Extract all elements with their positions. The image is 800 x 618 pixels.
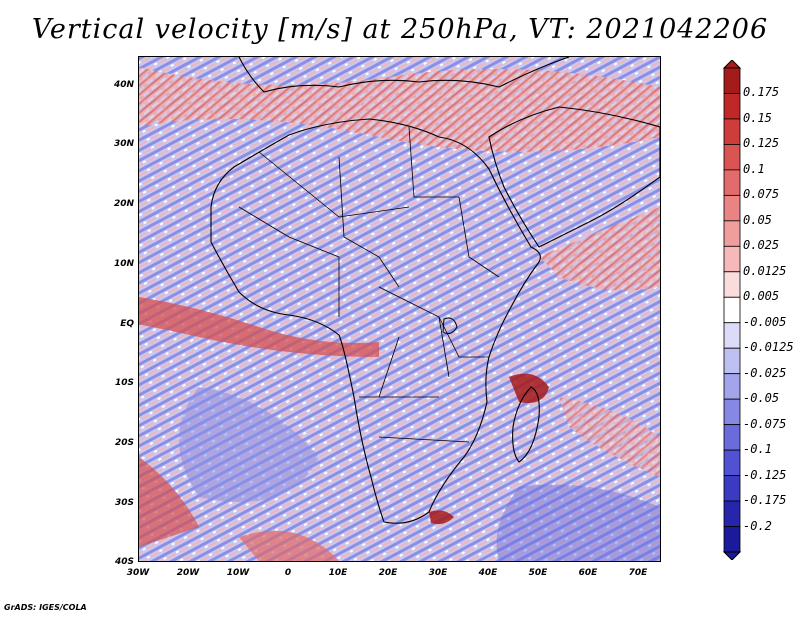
colorbar-bottom-arrow — [722, 551, 742, 560]
mozambique-channel-max — [509, 373, 549, 403]
lat-label-30s: 30S — [114, 498, 134, 508]
colorbar-top-arrow — [722, 60, 742, 69]
colorbar-swatch — [723, 220, 741, 247]
lat-label-20n: 20N — [113, 199, 134, 209]
lat-label-40n: 40N — [113, 80, 134, 90]
colorbar-label: -0.025 — [743, 365, 787, 380]
colorbar-swatch — [723, 449, 741, 476]
arabia-coastline — [488, 106, 660, 248]
lon-label-20w: 20W — [176, 568, 200, 578]
colorbar-label: -0.1 — [743, 442, 772, 457]
colorbar-label: 0.025 — [743, 238, 780, 253]
south-africa-max — [429, 510, 454, 525]
colorbar-swatch — [723, 169, 741, 196]
lat-label-eq: EQ — [120, 319, 134, 329]
colorbar-label: -0.005 — [743, 314, 787, 329]
lake-victoria — [442, 317, 458, 335]
colorbar-swatch — [723, 271, 741, 298]
southwest-ascent — [139, 457, 199, 547]
lat-label-40s: 40S — [114, 557, 134, 567]
colorbar-swatch — [723, 144, 741, 171]
colorbar-swatch — [723, 93, 741, 120]
lon-label-10w: 10W — [226, 568, 250, 578]
lat-label-10n: 10N — [113, 259, 134, 269]
lat-label-10s: 10S — [114, 378, 134, 388]
south-indian-descent — [496, 484, 660, 561]
colorbar-swatch — [723, 398, 741, 426]
madagascar-coastline — [512, 386, 540, 463]
colorbar-label: 0.075 — [743, 187, 780, 202]
indian-ocean-ascent — [539, 207, 660, 291]
mediterranean-coastline — [238, 57, 570, 93]
colorbar-swatch — [723, 424, 741, 451]
africa-coastline — [210, 118, 541, 524]
north-ascent-band — [139, 67, 660, 152]
colorbar-swatch — [723, 500, 741, 527]
colorbar-swatch — [723, 67, 741, 94]
lon-label-40e: 40E — [478, 568, 498, 578]
lon-label-50e: 50E — [528, 568, 548, 578]
grads-credit: GrADS: IGES/COLA — [4, 603, 87, 612]
colorbar-swatch — [723, 296, 741, 324]
map-panel — [138, 56, 661, 562]
colorbar-label: -0.0125 — [743, 340, 794, 355]
colorbar-swatch — [723, 245, 741, 273]
madagascar-east-ascent — [559, 397, 660, 477]
equatorial-ascent-band — [139, 297, 379, 357]
lon-label-10e: 10E — [328, 568, 348, 578]
colorbar-label: 0.005 — [743, 289, 780, 304]
colorbar-swatch — [723, 475, 741, 502]
colorbar-swatch — [723, 373, 741, 400]
colorbar — [722, 60, 742, 560]
lon-label-60e: 60E — [578, 568, 598, 578]
colorbar-swatch — [723, 194, 741, 222]
south-atlantic-descent — [179, 387, 319, 502]
lon-label-30w: 30W — [126, 568, 150, 578]
colorbar-label: -0.125 — [743, 467, 787, 482]
colorbar-swatch — [723, 347, 741, 375]
south-atlantic-ascent — [239, 530, 339, 561]
colorbar-swatch — [723, 118, 741, 145]
colorbar-label: 0.05 — [743, 212, 772, 227]
lon-label-0: 0 — [284, 568, 292, 578]
colorbar-label: -0.175 — [743, 493, 787, 508]
colorbar-label: 0.15 — [743, 110, 772, 125]
colorbar-label: 0.125 — [743, 136, 780, 151]
chart-title: Vertical velocity [m/s] at 250hPa, VT: 2… — [31, 14, 769, 45]
lon-label-30e: 30E — [428, 568, 448, 578]
colorbar-label: -0.2 — [743, 518, 772, 533]
lon-label-20e: 20E — [378, 568, 398, 578]
vertical-velocity-field — [139, 57, 660, 561]
colorbar-label: 0.0125 — [743, 263, 787, 278]
colorbar-swatch — [723, 526, 741, 553]
colorbar-swatch — [723, 322, 741, 349]
colorbar-label: -0.075 — [743, 416, 787, 431]
colorbar-label: 0.1 — [743, 161, 765, 176]
lat-label-20s: 20S — [114, 438, 134, 448]
country-borders — [238, 126, 500, 443]
lat-label-30n: 30N — [113, 139, 134, 149]
colorbar-label: -0.05 — [743, 391, 780, 406]
lon-label-70e: 70E — [628, 568, 648, 578]
colorbar-label: 0.175 — [743, 85, 780, 100]
